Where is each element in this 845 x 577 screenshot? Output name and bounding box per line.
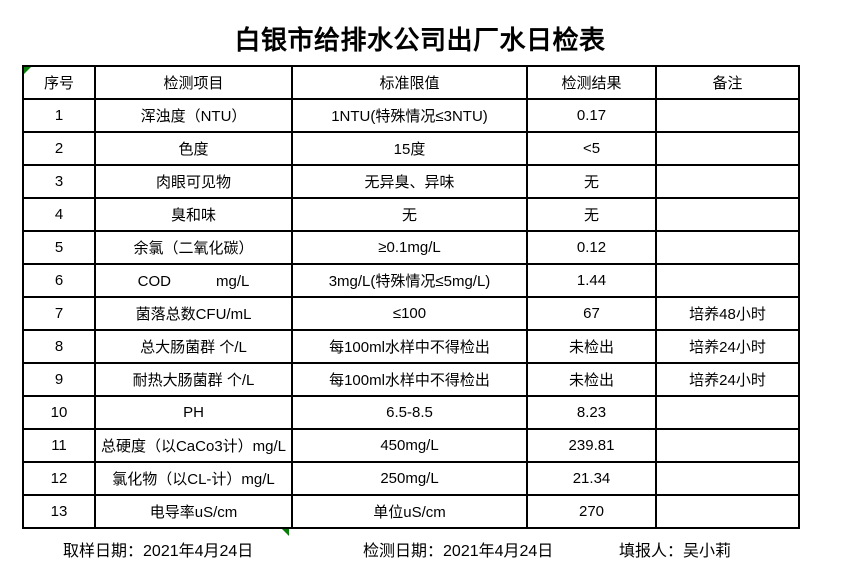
cell-remark bbox=[655, 428, 800, 463]
cell-remark bbox=[655, 131, 800, 166]
cell-limit: 单位uS/cm bbox=[291, 494, 528, 529]
table-row: 12 氯化物（以CL-计）mg/L 250mg/L 21.34 bbox=[22, 461, 800, 496]
cell-limit: ≤100 bbox=[291, 296, 528, 331]
cell-remark: 培养24小时 bbox=[655, 362, 800, 397]
cell-result: 无 bbox=[526, 197, 657, 232]
cell-remark: 培养24小时 bbox=[655, 329, 800, 364]
cell-remark bbox=[655, 395, 800, 430]
sampling-date: 取样日期：2021年4月24日 bbox=[63, 537, 253, 561]
cell-result: 67 bbox=[526, 296, 657, 331]
sampling-date-label: 取样日期： bbox=[63, 543, 144, 560]
testing-date-label: 检测日期： bbox=[363, 543, 444, 560]
cell-remark bbox=[655, 197, 800, 232]
sampling-date-value: 2021年4月24日 bbox=[143, 543, 254, 560]
cell-no: 12 bbox=[22, 461, 96, 496]
cell-limit: 每100ml水样中不得检出 bbox=[291, 329, 528, 364]
cell-limit: 3mg/L(特殊情况≤5mg/L) bbox=[291, 263, 528, 298]
cell-item: 余氯（二氧化碳） bbox=[94, 230, 293, 265]
cell-no: 5 bbox=[22, 230, 96, 265]
cell-remark bbox=[655, 263, 800, 298]
cell-result: 0.17 bbox=[526, 98, 657, 133]
header-remark: 备注 bbox=[655, 65, 800, 100]
cell-no: 6 bbox=[22, 263, 96, 298]
reporter-value: 吴小莉 bbox=[683, 543, 732, 560]
cell-item: PH bbox=[94, 395, 293, 430]
cell-limit: 每100ml水样中不得检出 bbox=[291, 362, 528, 397]
cell-no: 3 bbox=[22, 164, 96, 199]
cell-result: 0.12 bbox=[526, 230, 657, 265]
cell-remark: 培养48小时 bbox=[655, 296, 800, 331]
cell-remark bbox=[655, 494, 800, 529]
table-row: 1 浑浊度（NTU） 1NTU(特殊情况≤3NTU) 0.17 bbox=[22, 98, 800, 133]
inspection-table: 序号 检测项目 标准限值 检测结果 备注 1 浑浊度（NTU） 1NTU(特殊情… bbox=[22, 65, 800, 529]
table-row: 9 耐热大肠菌群 个/L 每100ml水样中不得检出 未检出 培养24小时 bbox=[22, 362, 800, 397]
table-row: 2 色度 15度 <5 bbox=[22, 131, 800, 166]
cell-no: 11 bbox=[22, 428, 96, 463]
cell-limit: 无异臭、异味 bbox=[291, 164, 528, 199]
cell-limit: ≥0.1mg/L bbox=[291, 230, 528, 265]
cell-no: 1 bbox=[22, 98, 96, 133]
cell-result: 未检出 bbox=[526, 362, 657, 397]
cell-remark bbox=[655, 461, 800, 496]
testing-date-value: 2021年4月24日 bbox=[443, 543, 554, 560]
cell-result: 1.44 bbox=[526, 263, 657, 298]
cell-item: 氯化物（以CL-计）mg/L bbox=[94, 461, 293, 496]
cell-no: 9 bbox=[22, 362, 96, 397]
cell-limit: 250mg/L bbox=[291, 461, 528, 496]
testing-date: 检测日期：2021年4月24日 bbox=[363, 537, 553, 561]
table-row: 3 肉眼可见物 无异臭、异味 无 bbox=[22, 164, 800, 199]
cell-item: COD mg/L bbox=[94, 263, 293, 298]
cell-item: 总大肠菌群 个/L bbox=[94, 329, 293, 364]
header-limit: 标准限值 bbox=[291, 65, 528, 100]
table-row: 13 电导率uS/cm 单位uS/cm 270 bbox=[22, 494, 800, 529]
header-result: 检测结果 bbox=[526, 65, 657, 100]
table-header: 序号 检测项目 标准限值 检测结果 备注 bbox=[22, 65, 800, 100]
header-row: 序号 检测项目 标准限值 检测结果 备注 bbox=[22, 65, 800, 100]
cell-item: 臭和味 bbox=[94, 197, 293, 232]
table-row: 6 COD mg/L 3mg/L(特殊情况≤5mg/L) 1.44 bbox=[22, 263, 800, 298]
cell-no: 10 bbox=[22, 395, 96, 430]
cell-no: 4 bbox=[22, 197, 96, 232]
table-row: 4 臭和味 无 无 bbox=[22, 197, 800, 232]
cell-item: 肉眼可见物 bbox=[94, 164, 293, 199]
cell-item: 色度 bbox=[94, 131, 293, 166]
cell-remark bbox=[655, 230, 800, 265]
cell-item: 耐热大肠菌群 个/L bbox=[94, 362, 293, 397]
cell-result: 8.23 bbox=[526, 395, 657, 430]
cell-item: 浑浊度（NTU） bbox=[94, 98, 293, 133]
cell-result: <5 bbox=[526, 131, 657, 166]
cell-result: 270 bbox=[526, 494, 657, 529]
table-row: 8 总大肠菌群 个/L 每100ml水样中不得检出 未检出 培养24小时 bbox=[22, 329, 800, 364]
table-row: 11 总硬度（以CaCo3计）mg/L 450mg/L 239.81 bbox=[22, 428, 800, 463]
header-item: 检测项目 bbox=[94, 65, 293, 100]
cell-limit: 450mg/L bbox=[291, 428, 528, 463]
cell-result: 21.34 bbox=[526, 461, 657, 496]
cell-no: 8 bbox=[22, 329, 96, 364]
reporter-label: 填报人： bbox=[619, 543, 684, 560]
cell-limit: 无 bbox=[291, 197, 528, 232]
cell-remark bbox=[655, 98, 800, 133]
table-row: 10 PH 6.5-8.5 8.23 bbox=[22, 395, 800, 430]
cell-limit: 1NTU(特殊情况≤3NTU) bbox=[291, 98, 528, 133]
table-row: 5 余氯（二氧化碳） ≥0.1mg/L 0.12 bbox=[22, 230, 800, 265]
cell-result: 239.81 bbox=[526, 428, 657, 463]
cell-limit: 15度 bbox=[291, 131, 528, 166]
table-body: 1 浑浊度（NTU） 1NTU(特殊情况≤3NTU) 0.17 2 色度 15度… bbox=[22, 98, 800, 529]
table-row: 7 菌落总数CFU/mL ≤100 67 培养48小时 bbox=[22, 296, 800, 331]
cell-no: 2 bbox=[22, 131, 96, 166]
cell-result: 无 bbox=[526, 164, 657, 199]
cell-no: 7 bbox=[22, 296, 96, 331]
cell-item: 总硬度（以CaCo3计）mg/L bbox=[94, 428, 293, 463]
cell-item: 菌落总数CFU/mL bbox=[94, 296, 293, 331]
page-title: 白银市给排水公司出厂水日检表 bbox=[234, 25, 606, 55]
cell-remark bbox=[655, 164, 800, 199]
cell-flag-icon bbox=[282, 529, 289, 536]
cell-limit: 6.5-8.5 bbox=[291, 395, 528, 430]
cell-result: 未检出 bbox=[526, 329, 657, 364]
header-no: 序号 bbox=[22, 65, 96, 100]
reporter: 填报人：吴小莉 bbox=[619, 537, 731, 561]
cell-no: 13 bbox=[22, 494, 96, 529]
cell-item: 电导率uS/cm bbox=[94, 494, 293, 529]
